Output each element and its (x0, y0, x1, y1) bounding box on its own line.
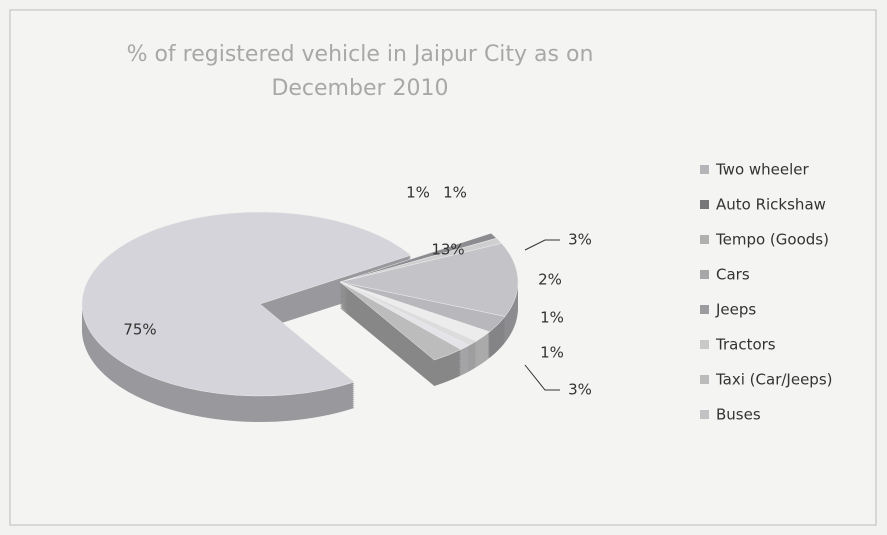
legend-swatch (700, 165, 709, 174)
legend-label: Tempo (Goods) (715, 231, 829, 249)
slice (339, 243, 519, 317)
legend-swatch (700, 235, 709, 244)
legend-label: Taxi (Car/Jeeps) (715, 371, 833, 389)
value-label: 3% (568, 231, 592, 249)
value-label: 1% (540, 309, 564, 327)
legend-label: Buses (716, 406, 761, 424)
value-label: 1% (540, 344, 564, 362)
legend-label: Tractors (715, 336, 776, 354)
value-label: 75% (123, 321, 156, 339)
chart-title: % of registered vehicle in Jaipur City a… (126, 42, 594, 101)
value-label: 13% (431, 241, 464, 259)
leader-line (524, 364, 560, 391)
slice (339, 281, 462, 361)
value-label: 2% (538, 271, 562, 289)
value-label: 3% (568, 381, 592, 399)
legend-swatch (700, 340, 709, 349)
slice (81, 211, 412, 397)
legend-label: Auto Rickshaw (716, 196, 826, 214)
legend-swatch (700, 200, 709, 209)
legend-swatch (700, 270, 709, 279)
value-label: 1% (443, 184, 467, 202)
legend-label: Jeeps (715, 301, 756, 319)
legend-swatch (700, 305, 709, 314)
legend-swatch (700, 375, 709, 384)
value-label: 1% (406, 184, 430, 202)
legend-label: Cars (716, 266, 750, 284)
legend-label: Two wheeler (715, 161, 810, 179)
legend-swatch (700, 410, 709, 419)
leader-line (524, 239, 560, 251)
